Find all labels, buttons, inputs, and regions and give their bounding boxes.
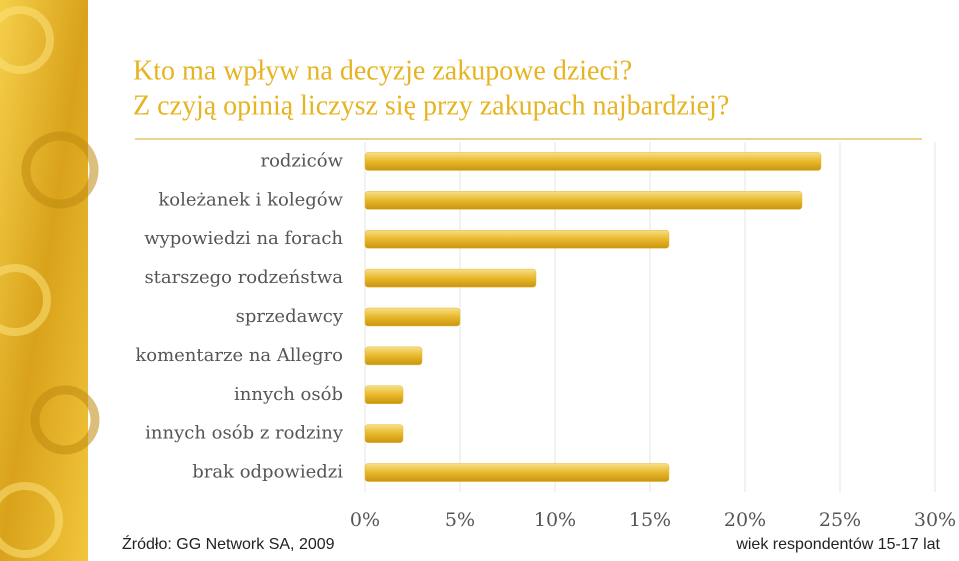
x-tick-label: 25% xyxy=(819,509,861,531)
x-tick-label: 30% xyxy=(914,509,956,531)
bar xyxy=(364,268,537,288)
bar xyxy=(364,346,423,366)
y-tick-label: koleżanek i kolegów xyxy=(158,189,343,210)
x-tick-label: 5% xyxy=(445,509,475,531)
y-tick-label: starszego rodzeństwa xyxy=(144,267,343,288)
bar xyxy=(364,385,404,405)
y-tick-label: innych osób z rodziny xyxy=(145,423,344,444)
bar xyxy=(364,191,803,210)
y-tick-label: wypowiedzi na forach xyxy=(144,228,343,249)
chart-title: Kto ma wpływ na decyzje zakupowe dzieci? xyxy=(133,55,632,86)
x-tick-label: 10% xyxy=(534,509,576,531)
x-tick-label: 15% xyxy=(629,509,671,531)
y-tick-label: rodziców xyxy=(260,150,343,171)
bar xyxy=(364,152,822,171)
y-tick-label: brak odpowiedzi xyxy=(192,462,343,483)
bar xyxy=(364,424,404,443)
bar xyxy=(364,229,670,249)
y-tick-label: innych osób xyxy=(234,384,343,405)
currency-pattern xyxy=(0,6,100,558)
source-note: Źródło: GG Network SA, 2009 xyxy=(122,534,335,553)
x-tick-label: 0% xyxy=(350,509,380,531)
bar xyxy=(364,463,670,482)
x-tick-label: 20% xyxy=(724,509,766,531)
footnote: wiek respondentów 15-17 lat xyxy=(735,536,940,553)
y-tick-label: sprzedawcy xyxy=(236,306,344,327)
chart-subtitle: Z czyją opinią liczysz się przy zakupach… xyxy=(133,90,729,121)
y-tick-label: komentarze na Allegro xyxy=(135,345,343,366)
bar xyxy=(364,307,461,327)
